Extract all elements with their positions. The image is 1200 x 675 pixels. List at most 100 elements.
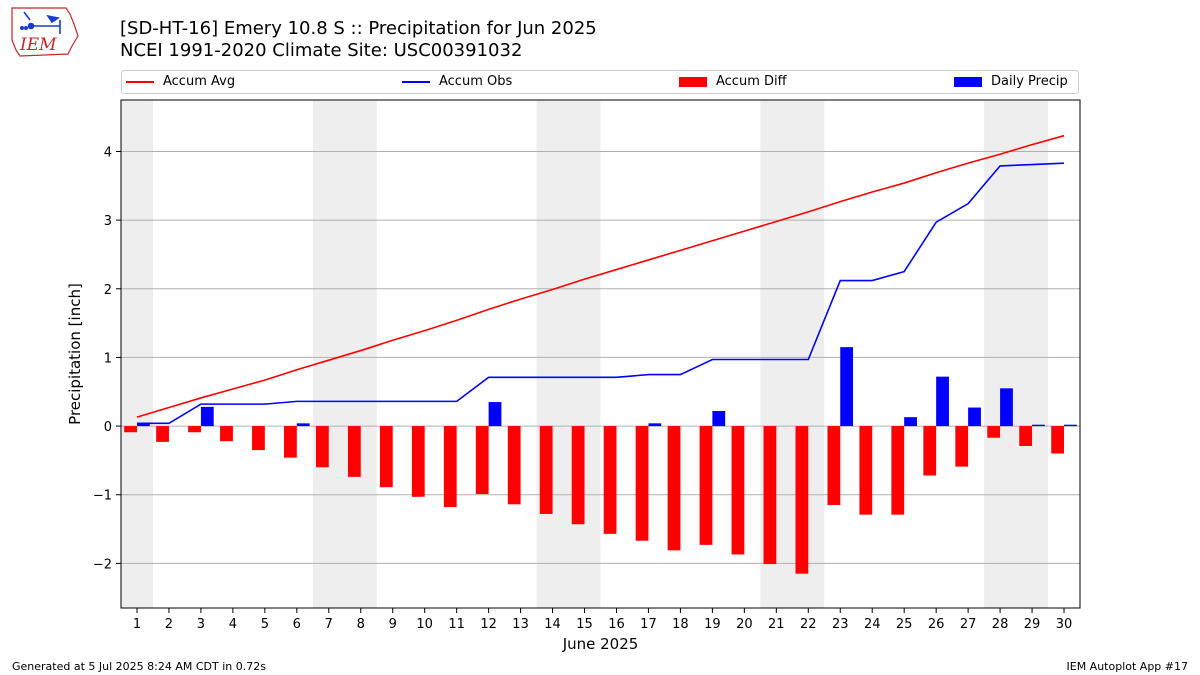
accum-diff-bar [635, 426, 649, 541]
accum-diff-bar [188, 426, 201, 433]
accum-obs-line [136, 162, 1065, 425]
chart-subtitle: NCEI 1991-2020 Climate Site: USC00391032 [120, 40, 523, 61]
accum-diff-bar [763, 426, 777, 565]
x-tick-label: 9 [389, 617, 397, 632]
accum-diff-bar [571, 426, 585, 525]
accum-diff-bar [507, 426, 521, 505]
daily-precip-bar [936, 376, 949, 427]
accum-diff-bar [539, 426, 553, 514]
x-tick-label: 3 [197, 617, 205, 632]
x-tick-label: 10 [416, 617, 433, 632]
weekend-band [984, 100, 1049, 608]
footer-generated: Generated at 5 Jul 2025 8:24 AM CDT in 0… [12, 660, 266, 673]
y-tick-label: −1 [93, 489, 112, 504]
x-axis-label: June 2025 [562, 635, 639, 653]
accum-diff-bar [699, 426, 713, 545]
accum-diff-bar [859, 426, 873, 515]
daily-precip-bar [1032, 424, 1045, 427]
accum-diff-bar [411, 426, 425, 497]
legend-label: Accum Obs [439, 74, 513, 89]
legend-item-accum-diff: Accum Diff [679, 74, 787, 89]
x-tick-label: 19 [704, 617, 721, 632]
y-axis-label: Precipitation [inch] [66, 283, 84, 425]
x-tick-label: 16 [608, 617, 625, 632]
x-tick-label: 11 [448, 617, 465, 632]
x-tick-label: 30 [1056, 617, 1073, 632]
x-tick-label: 23 [832, 617, 849, 632]
bars [124, 347, 1077, 574]
y-tick-label: 1 [104, 351, 112, 366]
x-tick-label: 24 [864, 617, 881, 632]
accum-diff-bar [795, 426, 809, 574]
weekend-band [312, 100, 377, 608]
accum-diff-bar [731, 426, 745, 555]
x-tick-label: 18 [672, 617, 689, 632]
x-tick-label: 26 [928, 617, 945, 632]
legend-item-daily-precip: Daily Precip [954, 74, 1068, 89]
weekend-shading [121, 100, 1049, 608]
accum-diff-bar [347, 426, 361, 477]
accum-diff-bar [220, 426, 233, 442]
weekend-band [121, 100, 153, 608]
x-tick-label: 8 [357, 617, 365, 632]
accum-diff-bar [603, 426, 617, 534]
accum-diff-bar [1019, 426, 1033, 446]
legend-label: Daily Precip [991, 74, 1068, 89]
accum-diff-bar [667, 426, 681, 551]
y-tick-label: 3 [104, 214, 112, 229]
daily-precip-bar [1000, 388, 1013, 427]
accum-diff-bar [443, 426, 457, 508]
y-axis-ticks: −2 −1 0 1 2 3 4 [93, 145, 121, 572]
lines [136, 134, 1065, 425]
accum-diff-bar [124, 426, 137, 433]
accum-diff-bar [379, 426, 393, 488]
accum-diff-bar [252, 426, 265, 451]
daily-precip-bar [712, 410, 726, 427]
weekend-band [536, 100, 601, 608]
legend-item-accum-avg: Accum Avg [126, 74, 235, 89]
iem-logo: IEM [8, 6, 80, 58]
x-tick-label: 6 [293, 617, 301, 632]
accum-diff-bar [1051, 426, 1065, 454]
iem-logo-icon: IEM [11, 7, 79, 57]
x-tick-label: 17 [640, 617, 657, 632]
accum-diff-bar [156, 426, 169, 442]
x-tick-label: 21 [768, 617, 785, 632]
accum-diff-bar [987, 426, 1001, 438]
accum-diff-bar [955, 426, 969, 467]
legend-label: Accum Avg [163, 74, 236, 89]
legend-label: Accum Diff [716, 74, 787, 89]
x-tick-label: 12 [480, 617, 497, 632]
x-tick-label: 1 [133, 617, 141, 632]
daily-precip-bar [136, 423, 150, 427]
x-tick-label: 28 [992, 617, 1009, 632]
x-tick-label: 14 [544, 617, 561, 632]
accum-avg-line [136, 134, 1065, 418]
legend-swatch [679, 76, 707, 87]
x-tick-label: 7 [325, 617, 333, 632]
x-tick-label: 15 [576, 617, 593, 632]
chart-title: [SD-HT-16] Emery 10.8 S :: Precipitation… [120, 18, 597, 39]
accum-diff-bar [315, 426, 329, 468]
accum-diff-bar [475, 426, 489, 495]
iem-logo-text: IEM [19, 35, 57, 55]
x-tick-label: 27 [960, 617, 977, 632]
x-tick-label: 13 [512, 617, 529, 632]
accum-diff-bar [827, 426, 841, 506]
x-tick-label: 2 [165, 617, 173, 632]
legend-swatch [954, 76, 982, 87]
daily-precip-bar [648, 423, 662, 427]
accum-diff-bar [284, 426, 297, 458]
footer-app: IEM Autoplot App #17 [1066, 660, 1189, 673]
y-tick-label: −2 [93, 557, 112, 572]
x-tick-label: 20 [736, 617, 753, 632]
daily-precip-bar [1064, 424, 1077, 427]
daily-precip-bar [968, 407, 981, 427]
y-tick-label: 4 [104, 145, 112, 160]
x-tick-label: 4 [229, 617, 237, 632]
daily-precip-bar [904, 417, 917, 427]
daily-precip-bar [840, 347, 854, 427]
accum-diff-bar [923, 426, 937, 476]
y-tick-label: 0 [104, 420, 112, 435]
